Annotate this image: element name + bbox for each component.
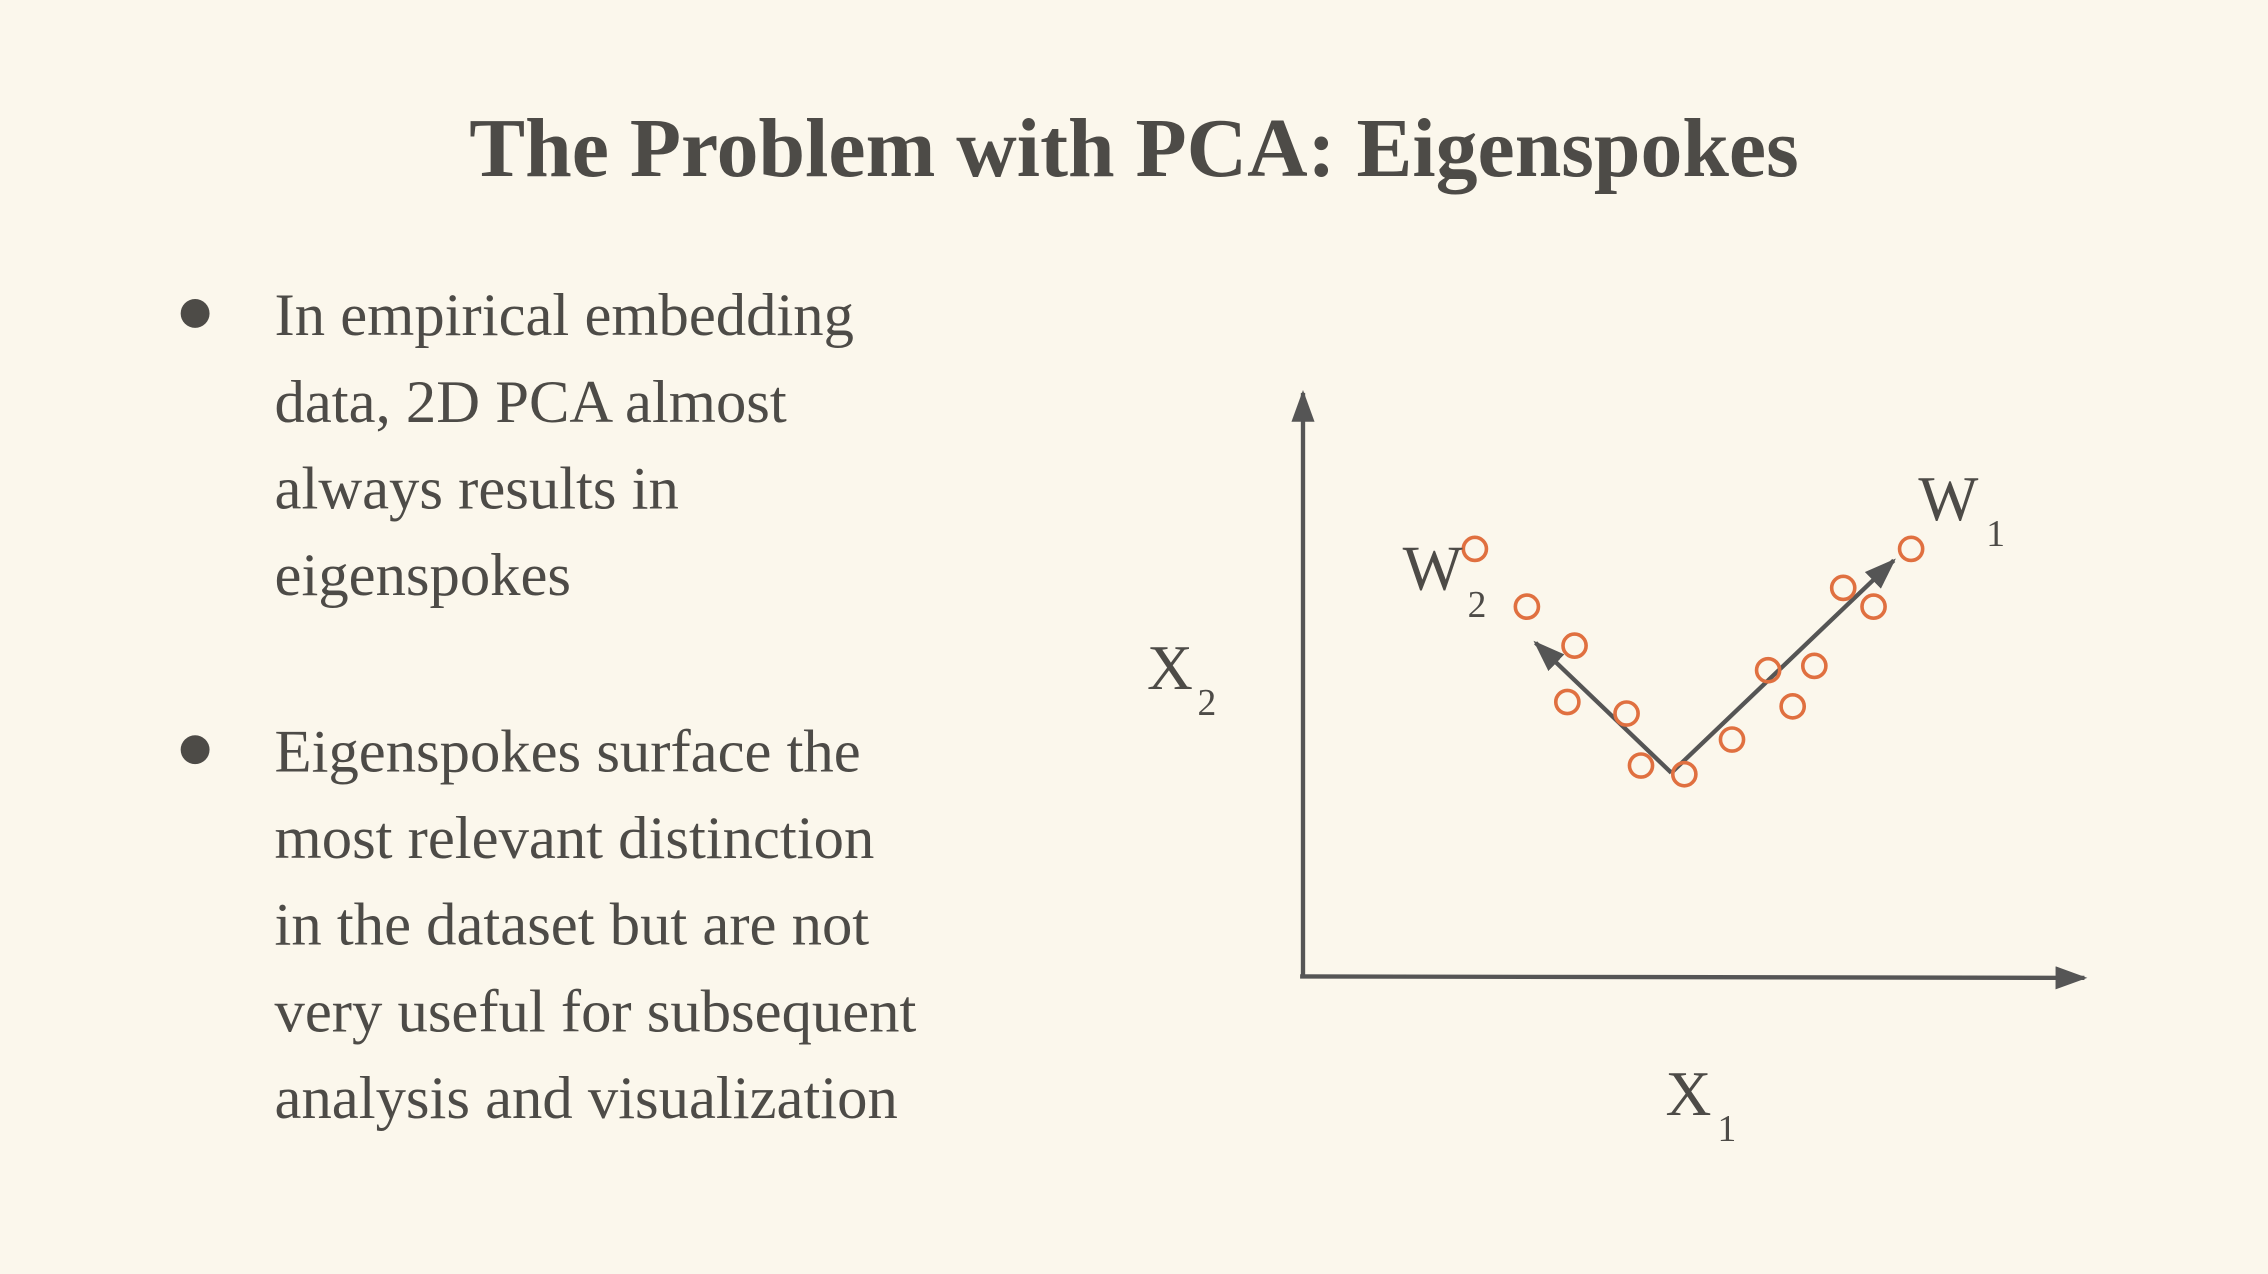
x-axis-label-subscript: 1 xyxy=(1718,1109,1737,1150)
point xyxy=(1561,632,1588,660)
slide-title: The Problem with PCA: Eigenspokes xyxy=(469,102,1798,195)
diagram xyxy=(1291,390,2088,990)
point xyxy=(1613,700,1640,727)
x-axis xyxy=(1300,966,2088,990)
bullet-text-line: in the dataset but are not xyxy=(275,892,870,959)
bullet-text-line: most relevant distinction xyxy=(275,805,875,872)
w1-arrow xyxy=(1669,558,1896,775)
points xyxy=(1461,535,1925,788)
bullet-text-line: very useful for subsequent xyxy=(275,978,917,1045)
y-axis-label-subscript: 2 xyxy=(1198,683,1217,724)
point xyxy=(1860,593,1887,621)
w2-arrow xyxy=(1533,640,1673,775)
y-axis-label: X xyxy=(1147,632,1193,703)
point xyxy=(1627,752,1655,779)
bullet-text-line: analysis and visualization xyxy=(275,1065,898,1132)
point xyxy=(1897,535,1925,563)
w1-label-subscript: 1 xyxy=(1986,514,2005,555)
point xyxy=(1718,726,1746,753)
bullet-dot xyxy=(180,735,210,765)
point xyxy=(1461,535,1489,563)
bullet-text-line: Eigenspokes surface the xyxy=(275,718,861,785)
bullet-text-line: always results in xyxy=(275,455,679,522)
bullet-list: In empirical embedding data, 2D PCA almos… xyxy=(180,282,917,1132)
bullet-text-line: In empirical embedding xyxy=(275,282,854,349)
w1-label: W xyxy=(1918,463,1978,534)
bullet-text-line: data, 2D PCA almost xyxy=(275,369,787,436)
bullet-text-line: eigenspokes xyxy=(275,542,571,609)
point xyxy=(1800,652,1828,680)
point xyxy=(1670,760,1698,788)
x-axis-label: X xyxy=(1666,1058,1712,1129)
w2-label: W xyxy=(1403,532,1463,603)
point xyxy=(1513,593,1541,621)
w2-label-subscript: 2 xyxy=(1468,585,1487,626)
point xyxy=(1779,692,1807,720)
point xyxy=(1829,574,1857,602)
bullet-dot xyxy=(180,299,210,328)
point xyxy=(1754,656,1782,684)
point xyxy=(1553,688,1581,716)
